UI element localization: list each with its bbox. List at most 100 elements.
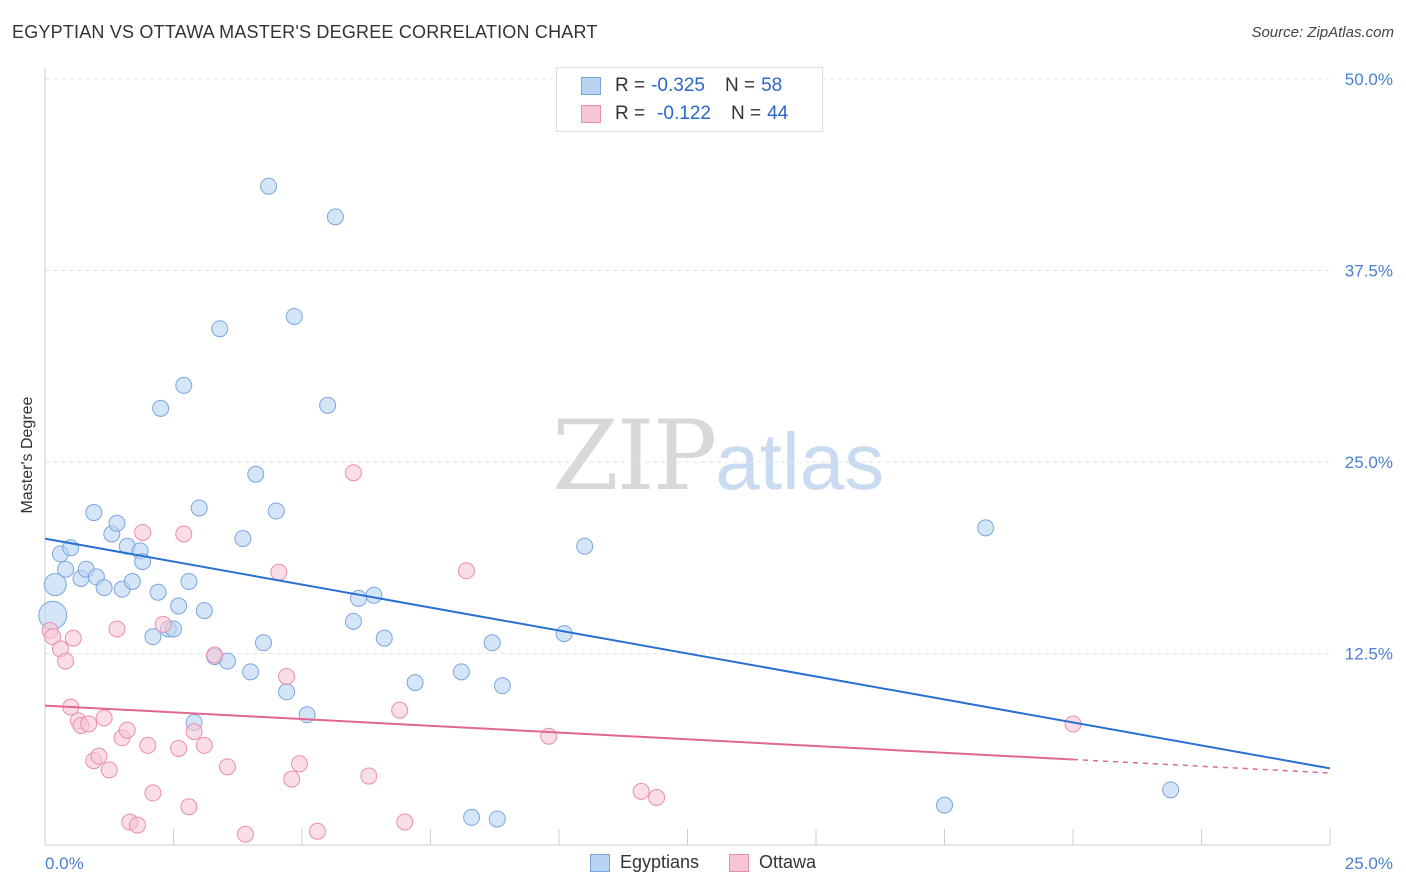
- y-tick-label: 12.5%: [1345, 645, 1393, 664]
- egyptians-point: [267, 502, 285, 520]
- tick-labels: 12.5% 25.0% 37.5% 50.0% 0.0% 25.0%: [45, 70, 1393, 873]
- legend-n-label: N =: [730, 103, 762, 124]
- ottawa-point: [90, 747, 108, 765]
- ottawa-point: [308, 822, 326, 840]
- ottawa-point: [154, 615, 172, 633]
- ottawa-point: [180, 798, 198, 816]
- ottawa-point: [283, 770, 301, 788]
- legend-n-label: N =: [724, 75, 756, 96]
- ottawa-point: [270, 563, 288, 581]
- ottawa-point: [108, 620, 126, 638]
- egyptians-point: [326, 208, 344, 226]
- stats-legend: R = -0.325 N = 58 R = -0.122 N = 44: [556, 67, 823, 132]
- egyptians-point: [247, 465, 265, 483]
- ottawa-point: [344, 464, 362, 482]
- egyptians-point: [493, 677, 511, 695]
- ottawa-point: [632, 782, 650, 800]
- egyptians-point: [483, 634, 501, 652]
- ottawa-point: [100, 761, 118, 779]
- egyptians-point: [936, 796, 953, 814]
- x-tick-label: 25.0%: [1345, 854, 1393, 873]
- egyptians-point: [977, 519, 995, 537]
- egyptians-point: [463, 808, 481, 826]
- egyptians-point: [149, 583, 167, 601]
- chart-title: EGYPTIAN VS OTTAWA MASTER'S DEGREE CORRE…: [12, 22, 598, 42]
- y-tick-label: 37.5%: [1345, 262, 1393, 281]
- ottawa-point: [134, 523, 152, 541]
- ottawa-point: [57, 652, 75, 670]
- egyptians-point: [375, 629, 393, 647]
- ottawa-trend-line: [44, 704, 1074, 761]
- legend-r-value: -0.325: [651, 75, 705, 96]
- ottawa-point: [80, 715, 98, 733]
- egyptians-point: [190, 499, 208, 517]
- ottawa-point: [95, 709, 113, 727]
- ottawa-point: [236, 825, 254, 843]
- ottawa-point: [290, 755, 308, 773]
- egyptians-point: [319, 396, 337, 414]
- legend-item-ottawa[interactable]: Ottawa: [729, 852, 816, 873]
- ottawa-point: [170, 739, 188, 757]
- egyptians-point: [285, 307, 303, 325]
- egyptians-swatch: [589, 853, 610, 872]
- y-tick-label: 50.0%: [1345, 70, 1393, 89]
- ottawa-point: [218, 758, 236, 776]
- egyptians-point: [170, 597, 188, 615]
- egyptians-point: [406, 674, 424, 692]
- egyptians-point: [43, 573, 67, 597]
- egyptians-trend-line: [44, 537, 1331, 770]
- legend-label-ottawa: Ottawa: [759, 852, 817, 872]
- egyptians-point: [488, 810, 506, 828]
- egyptians-point: [95, 579, 113, 597]
- egyptians-point: [123, 572, 141, 590]
- egyptians-point: [452, 663, 470, 681]
- legend-n-value: 44: [767, 103, 789, 124]
- ottawa-point: [391, 701, 409, 719]
- ottawa-point: [44, 628, 62, 646]
- egyptians-point: [234, 530, 252, 548]
- egyptians-point: [278, 683, 296, 701]
- ottawa-point: [129, 816, 147, 834]
- y-tick-label: 25.0%: [1345, 453, 1393, 472]
- egyptians-point: [152, 399, 170, 417]
- ottawa-point: [185, 723, 203, 741]
- egyptians-swatch: [581, 77, 601, 95]
- egyptians-point: [254, 634, 272, 652]
- ottawa-point: [360, 767, 378, 785]
- ottawa-point: [457, 562, 475, 580]
- trend-lines: [44, 537, 1331, 774]
- ottawa-point: [195, 736, 213, 754]
- egyptians-point: [344, 612, 362, 630]
- ottawa-point: [396, 813, 414, 831]
- ottawa-point: [139, 736, 157, 754]
- legend-r-value: -0.122: [657, 103, 711, 124]
- egyptians-point: [242, 663, 260, 681]
- egyptians-point: [555, 625, 573, 643]
- series-legend: Egyptians Ottawa: [0, 852, 1406, 873]
- egyptians-point: [144, 628, 162, 646]
- ottawa-point: [64, 629, 82, 647]
- axes: [44, 68, 1331, 846]
- ottawa-swatch: [581, 105, 601, 123]
- ottawa-swatch: [729, 853, 750, 872]
- legend-row-ottawa: R = -0.122 N = 44: [581, 102, 788, 126]
- ottawa-point: [648, 789, 666, 807]
- egyptians-point: [108, 514, 126, 532]
- egyptians-point: [260, 177, 278, 195]
- egyptians-point: [175, 376, 193, 394]
- x-tick-label: 0.0%: [45, 854, 84, 873]
- ottawa-point: [175, 525, 193, 543]
- legend-r-label: R =: [615, 75, 646, 96]
- ottawa-point: [144, 784, 162, 802]
- legend-r-label: R =: [615, 103, 646, 124]
- ottawa-point: [278, 667, 296, 685]
- watermark-zip: ZIP: [552, 400, 717, 512]
- legend-n-value: 58: [761, 75, 783, 96]
- legend-item-egyptians[interactable]: Egyptians: [589, 852, 699, 873]
- egyptians-point: [180, 572, 198, 590]
- gridlines: [45, 78, 1330, 654]
- egyptians-point: [211, 320, 229, 338]
- ottawa-trend-extension: [1072, 758, 1331, 774]
- egyptians-point: [576, 537, 594, 555]
- egyptians-point: [57, 560, 75, 578]
